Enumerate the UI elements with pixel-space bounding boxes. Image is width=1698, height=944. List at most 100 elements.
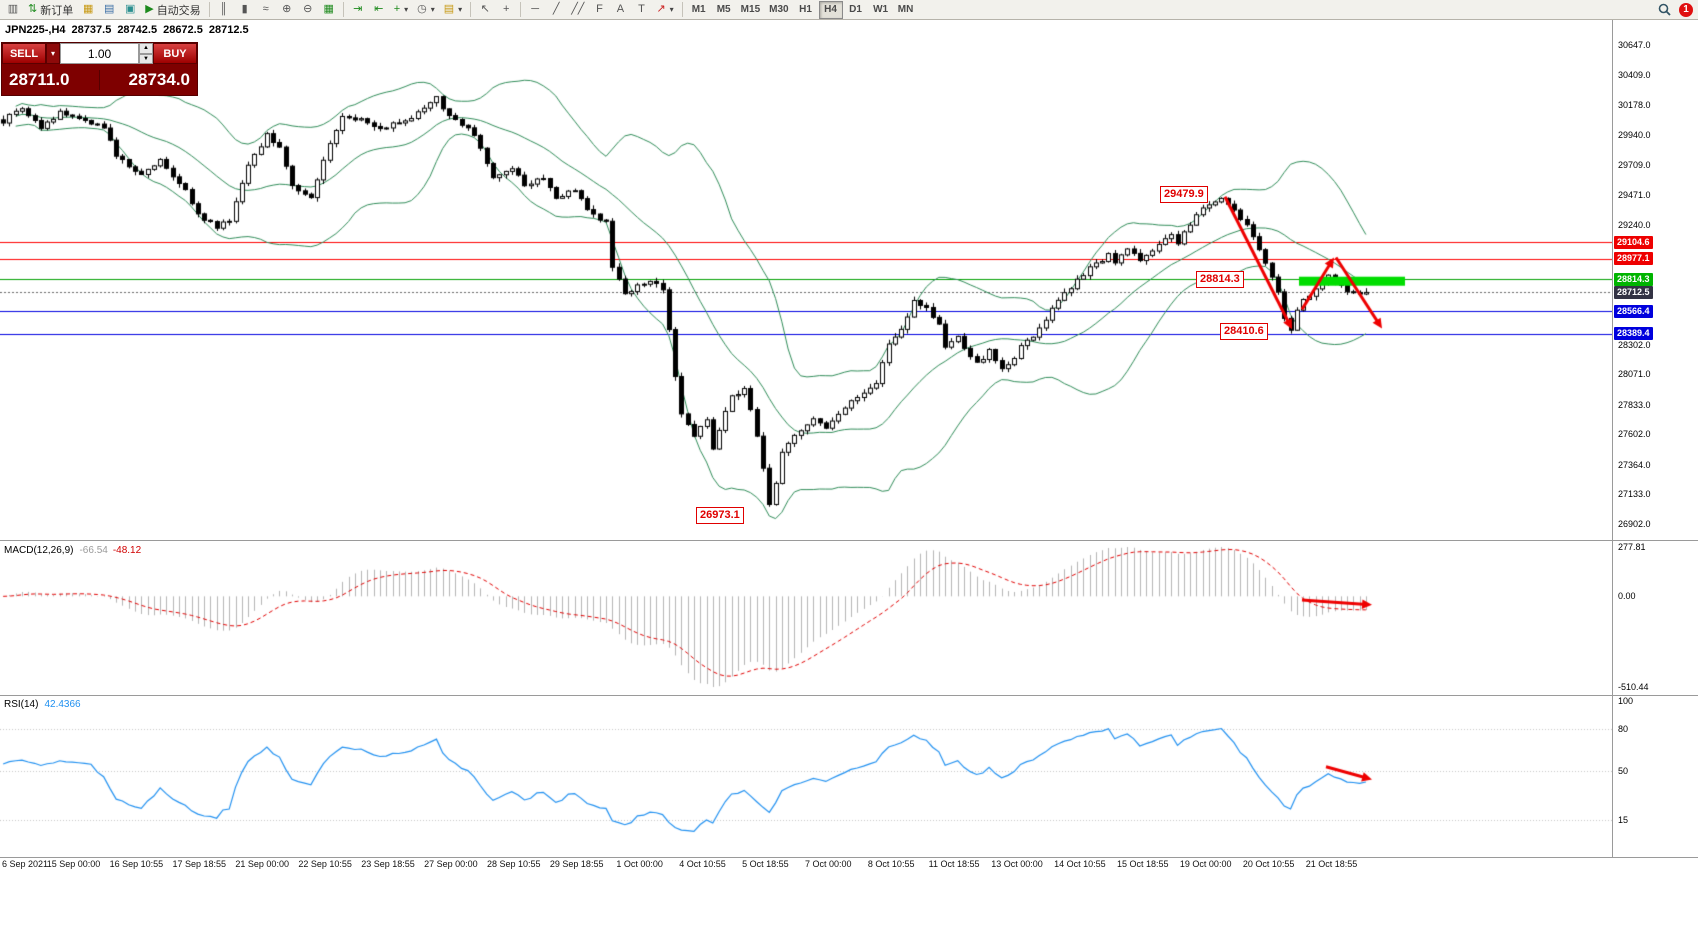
charts-icon[interactable]: ▦ xyxy=(78,1,98,19)
rsi-value: 42.4366 xyxy=(44,699,81,710)
time-label: 15 Oct 18:55 xyxy=(1117,859,1169,869)
timeframe-m5[interactable]: M5 xyxy=(712,1,736,19)
macd-axis-tick: 277.81 xyxy=(1618,542,1646,552)
timeframe-h4[interactable]: H4 xyxy=(818,0,843,19)
time-label: 4 Oct 10:55 xyxy=(679,859,726,869)
rsi-axis-tick: 50 xyxy=(1618,766,1629,776)
open-value: 28737.5 xyxy=(71,24,112,36)
price-tag: 28814.3 xyxy=(1614,272,1653,286)
price-axis-tick: 30409.0 xyxy=(1618,70,1651,81)
template-icon[interactable]: ▤ ▾ xyxy=(440,1,466,19)
notification-badge[interactable]: 1 xyxy=(1679,2,1693,17)
panel-splitter[interactable] xyxy=(0,695,1698,696)
time-axis[interactable]: 6 Sep 2021 15 Sep 00:00 16 Sep 10:55 17 Sep… xyxy=(0,859,1612,875)
price-annotation[interactable]: 26973.1 xyxy=(696,507,744,524)
macd-label: MACD(12,26,9) xyxy=(4,545,74,556)
sell-button[interactable]: SELL xyxy=(2,43,46,64)
horizontal-line-tool-icon[interactable]: ─ xyxy=(525,1,545,19)
close-value: 28712.5 xyxy=(208,24,249,36)
price-axis[interactable]: 30647.0 30409.0 30178.0 29940.0 29709.0 29471… xyxy=(1613,0,1698,944)
cursor-icon[interactable]: ↖ xyxy=(475,1,495,19)
zoom-out-icon[interactable]: ⊖ xyxy=(298,1,318,19)
rsi-label: RSI(14) xyxy=(4,699,39,710)
price-annotation[interactable]: 28814.3 xyxy=(1196,271,1244,288)
main-toolbar: ▥ ⇅ 新订单 ▦ ▤ ▣ ▶ 自动交易 ║ ▮ ≈ ⊕ ⊖ ▦ ⇥ ⇤ + ▾ … xyxy=(0,0,1698,20)
chart-shift-icon[interactable]: ⇤ xyxy=(369,1,389,19)
price-axis-border xyxy=(1612,20,1613,857)
time-label: 15 Sep 00:00 xyxy=(46,859,101,869)
search-icon[interactable] xyxy=(1654,1,1675,19)
lot-size-input[interactable] xyxy=(60,43,139,64)
price-axis-tick: 30178.0 xyxy=(1618,99,1651,110)
autotrading-play-icon: ▶ xyxy=(145,3,154,15)
price-axis-tick: 29709.0 xyxy=(1618,159,1651,170)
fibonacci-tool-icon[interactable]: F xyxy=(589,1,609,19)
toolbar-separator xyxy=(470,2,472,17)
time-label: 5 Oct 18:55 xyxy=(742,859,789,869)
zoom-in-icon[interactable]: ⊕ xyxy=(277,1,297,19)
bar-chart-icon[interactable]: ║ xyxy=(214,1,234,19)
price-tag: 29104.6 xyxy=(1614,235,1653,249)
lot-increase-button[interactable]: ▲ xyxy=(139,43,153,54)
time-label: 1 Oct 00:00 xyxy=(616,859,663,869)
timeframe-w1[interactable]: W1 xyxy=(869,1,893,19)
macd-header: MACD(12,26,9) -66.54 -48.12 xyxy=(4,545,141,556)
buy-price[interactable]: 28734.0 xyxy=(99,69,197,90)
channel-tool-icon[interactable]: ╱╱ xyxy=(567,1,588,19)
crosshair-icon[interactable]: + xyxy=(496,1,516,19)
timeframe-m30[interactable]: M30 xyxy=(765,1,792,19)
auto-scroll-icon[interactable]: ⇥ xyxy=(348,1,368,19)
timeframe-d1[interactable]: D1 xyxy=(844,1,868,19)
new-order-icon: ⇅ xyxy=(28,3,38,15)
lot-spinner: ▲ ▼ xyxy=(139,43,153,64)
time-axis-border xyxy=(0,857,1698,858)
indicators-icon[interactable]: + ▾ xyxy=(390,1,412,19)
price-axis-tick: 28302.0 xyxy=(1618,339,1651,350)
price-axis-tick: 27133.0 xyxy=(1618,489,1651,500)
panel-splitter[interactable] xyxy=(0,540,1698,541)
tile-windows-icon[interactable]: ▦ xyxy=(319,1,339,19)
rsi-axis-tick: 15 xyxy=(1618,815,1629,825)
main-chart-canvas[interactable] xyxy=(0,20,1612,540)
buy-button[interactable]: BUY xyxy=(153,43,197,64)
sell-price[interactable]: 28711.0 xyxy=(9,69,70,89)
quote-header: JPN225-,H4 28737.5 28742.5 28672.5 28712.5 xyxy=(5,24,255,36)
trendline-tool-icon[interactable]: ╱ xyxy=(546,1,566,19)
rsi-axis-tick: 100 xyxy=(1618,696,1634,706)
time-label: 22 Sep 10:55 xyxy=(298,859,352,869)
price-tag: 28977.1 xyxy=(1614,252,1653,266)
new-order-button[interactable]: ⇅ 新订单 xyxy=(24,1,77,19)
macd-panel-canvas[interactable] xyxy=(0,541,1612,695)
market-watch-icon[interactable]: ▤ xyxy=(99,1,119,19)
periods-icon[interactable]: ◷ ▾ xyxy=(413,1,439,19)
time-label: 16 Sep 10:55 xyxy=(109,859,164,869)
price-axis-tick: 27833.0 xyxy=(1618,399,1651,410)
new-order-label: 新订单 xyxy=(40,4,74,17)
timeframe-m15[interactable]: M15 xyxy=(737,1,764,19)
price-tag: 28566.4 xyxy=(1614,304,1653,318)
rsi-panel-canvas[interactable] xyxy=(0,696,1612,856)
order-type-dropdown[interactable]: ▾ xyxy=(46,43,60,64)
timeframe-h1[interactable]: H1 xyxy=(794,1,818,19)
line-chart-icon[interactable]: ≈ xyxy=(256,1,276,19)
price-annotation[interactable]: 28410.6 xyxy=(1220,323,1268,340)
one-click-trading-panel: SELL ▾ ▲ ▼ BUY 28711.0 28734.0 xyxy=(1,42,198,96)
candlestick-chart-icon[interactable]: ▮ xyxy=(235,1,255,19)
arrows-tool-icon[interactable]: ↗ ▾ xyxy=(652,1,677,19)
time-label: 6 Sep 2021 xyxy=(2,859,49,869)
autotrading-button[interactable]: ▶ 自动交易 xyxy=(141,1,204,19)
toolbar-separator xyxy=(208,2,210,17)
navigator-icon[interactable]: ▣ xyxy=(120,1,140,19)
price-annotation[interactable]: 29479.9 xyxy=(1160,186,1208,203)
lot-decrease-button[interactable]: ▼ xyxy=(139,53,153,64)
label-tool-icon[interactable]: T xyxy=(631,1,651,19)
price-axis-tick: 30647.0 xyxy=(1618,39,1651,50)
text-tool-icon[interactable]: A xyxy=(610,1,630,19)
time-label: 7 Oct 00:00 xyxy=(805,859,852,869)
timeframe-m1[interactable]: M1 xyxy=(687,1,711,19)
timeframe-mn[interactable]: MN xyxy=(894,1,918,19)
chart-window-icon[interactable]: ▥ xyxy=(3,1,23,19)
time-label: 21 Sep 00:00 xyxy=(235,859,289,869)
toolbar-separator xyxy=(342,2,344,17)
price-axis-tick: 28071.0 xyxy=(1618,369,1651,380)
